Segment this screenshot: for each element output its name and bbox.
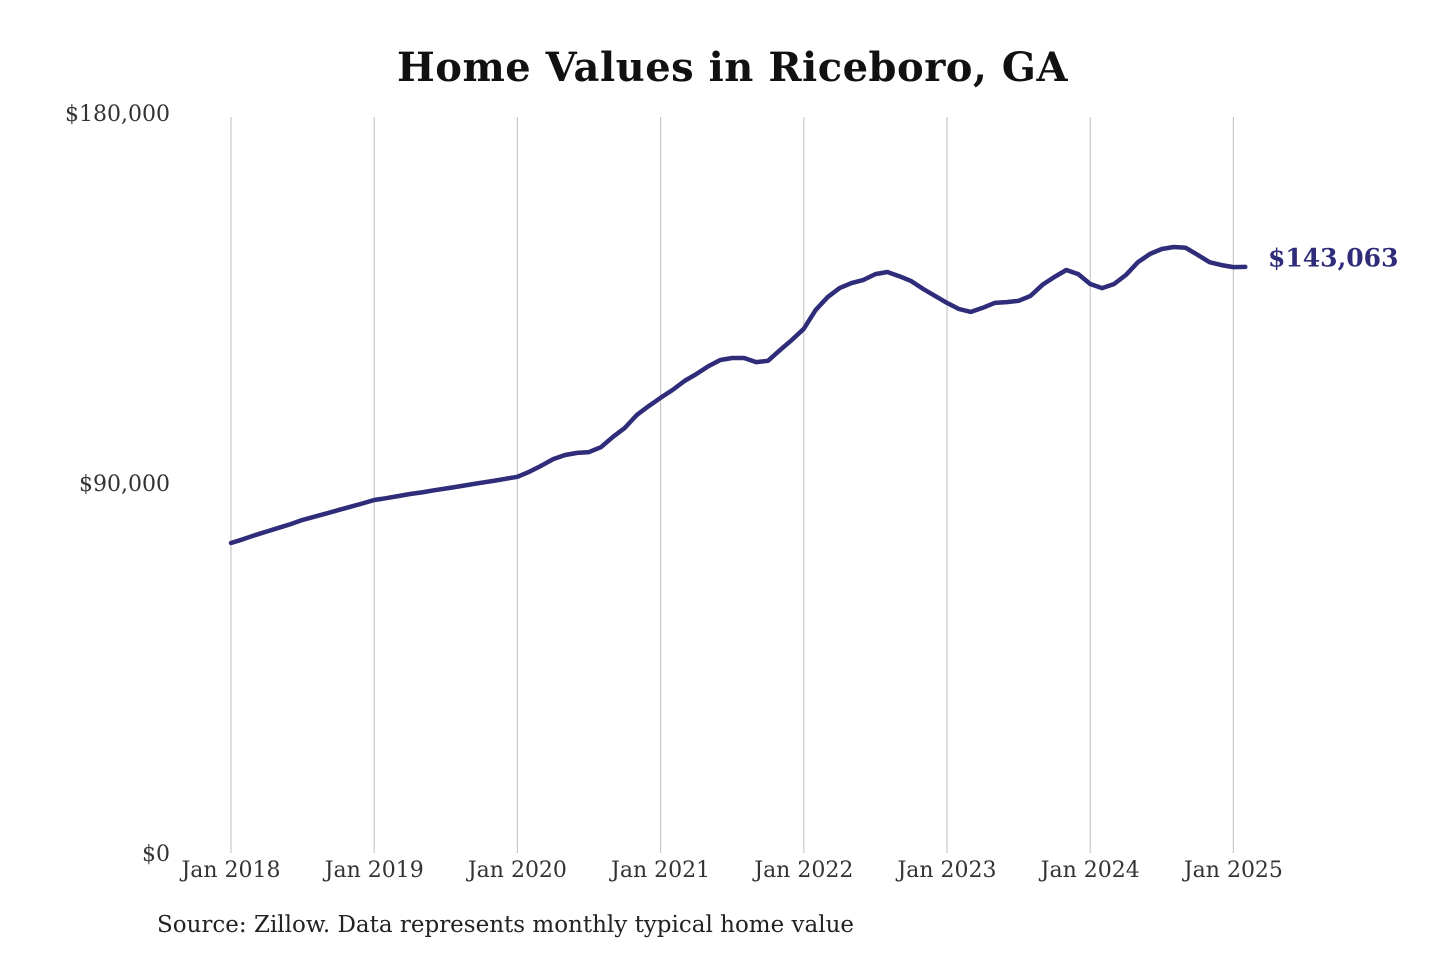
source-note: Source: Zillow. Data represents monthly … (157, 912, 855, 938)
y-tick-label: $0 (142, 842, 170, 867)
x-tick-label: Jan 2021 (611, 858, 711, 883)
y-tick-label: $90,000 (79, 472, 170, 497)
x-tick-label: Jan 2018 (181, 858, 281, 883)
x-tick-label: Jan 2022 (754, 858, 854, 883)
home-value-line (228, 244, 1248, 546)
gridlines (230, 117, 1235, 853)
x-tick-label: Jan 2019 (324, 858, 424, 883)
x-tick-label: Jan 2024 (1040, 858, 1140, 883)
chart-title: Home Values in Riceboro, GA (396, 44, 1069, 91)
y-tick-label: $180,000 (65, 102, 170, 127)
latest-value-label: $143,063 (1268, 243, 1399, 273)
x-tick-label: Jan 2023 (897, 858, 997, 883)
x-tick-label: Jan 2020 (467, 858, 567, 883)
x-tick-label: Jan 2025 (1183, 858, 1283, 883)
